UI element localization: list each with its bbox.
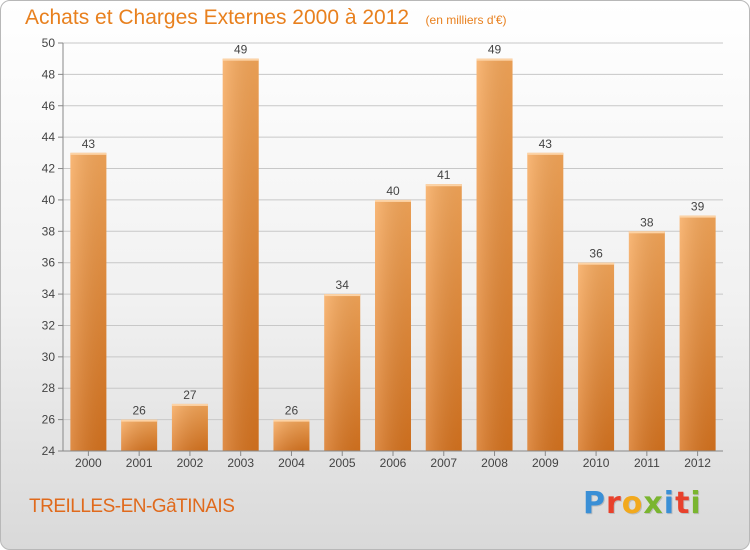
data-label: 26: [285, 404, 299, 418]
data-label: 49: [488, 43, 502, 57]
bar-shade: [222, 58, 259, 451]
y-tick-label: 32: [42, 318, 56, 332]
data-label: 39: [691, 200, 705, 214]
data-label: 49: [234, 43, 248, 57]
data-label: 41: [437, 168, 451, 182]
y-tick-label: 36: [42, 256, 56, 270]
logo-letter: o: [621, 486, 644, 521]
x-tick-label: 2009: [532, 456, 559, 470]
logo-letter: t: [675, 486, 691, 521]
x-tick-label: 2007: [430, 456, 457, 470]
bar-shade: [679, 215, 716, 451]
bar-shade: [121, 419, 158, 451]
bar-shade: [527, 152, 564, 451]
bars: [70, 58, 716, 451]
bar-top: [375, 199, 411, 202]
data-label: 40: [386, 184, 400, 198]
y-tick-label: 28: [42, 381, 56, 395]
data-label: 34: [336, 278, 350, 292]
x-tick-label: 2011: [634, 456, 660, 470]
bar-top: [121, 419, 158, 422]
x-tick-label: 2001: [126, 456, 153, 470]
bar-shade: [70, 152, 107, 451]
bar-shade: [425, 184, 462, 451]
data-label: 43: [539, 137, 553, 151]
x-tick-label: 2008: [481, 456, 508, 470]
x-tick-label: 2012: [684, 456, 711, 470]
y-tick-label: 50: [42, 36, 56, 50]
y-tick-label: 40: [42, 193, 56, 207]
chart-subtitle: (en milliers d'€): [425, 13, 507, 27]
proxiti-logo: Proxiti: [583, 486, 702, 521]
bar-top: [70, 152, 107, 155]
y-tick-label: 38: [42, 224, 56, 238]
y-tick-label: 34: [42, 287, 56, 301]
data-label: 43: [82, 137, 96, 151]
x-tick-label: 2003: [227, 456, 254, 470]
data-label: 27: [183, 388, 197, 402]
bar-top: [628, 231, 665, 234]
bar-top: [171, 403, 208, 406]
bar-top: [222, 58, 259, 61]
data-label: 38: [640, 215, 654, 229]
place-name: TREILLES-EN-GâTINAIS: [29, 496, 235, 517]
logo-letter: i: [663, 486, 676, 521]
y-tick-label: 24: [42, 444, 56, 458]
bar-top: [578, 262, 615, 265]
y-tick-label: 42: [42, 162, 56, 176]
bar-top: [273, 419, 310, 422]
bar-shade: [171, 403, 208, 451]
x-tick-label: 2002: [177, 456, 204, 470]
bar-shade: [324, 294, 361, 451]
title-row: Achats et Charges Externes 2000 à 2012 (…: [25, 6, 507, 30]
y-tick-label: 30: [42, 350, 56, 364]
bar-shade: [375, 199, 411, 451]
bar-shade: [628, 231, 665, 451]
chart-title: Achats et Charges Externes 2000 à 2012: [25, 6, 410, 29]
y-tick-label: 46: [42, 99, 56, 113]
data-label: 36: [589, 247, 603, 261]
y-tick-label: 26: [42, 413, 56, 427]
logo-letter: P: [583, 486, 606, 521]
data-labels: 43 26 27 49 26 34 40 41 49 43 36 38 39: [82, 43, 705, 418]
x-tick-label: 2005: [329, 456, 356, 470]
y-axis: 24 26 28 30 32 34 36 38 40 42 44 46 48 50: [42, 36, 64, 458]
bar-shade: [273, 419, 310, 451]
bar-top: [324, 294, 361, 297]
bar-top: [679, 215, 716, 218]
bar-top: [527, 152, 564, 155]
logo-letter: x: [643, 486, 664, 521]
x-tick-label: 2006: [380, 456, 407, 470]
logo-letter: r: [606, 486, 622, 521]
bar-shade: [476, 58, 513, 451]
bar-top: [425, 184, 462, 187]
logo-letter: i: [690, 486, 702, 521]
bar-shade: [578, 262, 615, 451]
bar-top: [476, 58, 513, 61]
y-tick-label: 44: [42, 130, 56, 144]
y-tick-label: 48: [42, 67, 56, 81]
x-tick-label: 2000: [75, 456, 102, 470]
data-label: 26: [132, 404, 146, 418]
x-axis: 2000 2001 2002 2003 2004 2005 2006 2007 2008 2009…: [63, 450, 723, 470]
x-tick-label: 2004: [278, 456, 305, 470]
x-tick-label: 2010: [583, 456, 610, 470]
